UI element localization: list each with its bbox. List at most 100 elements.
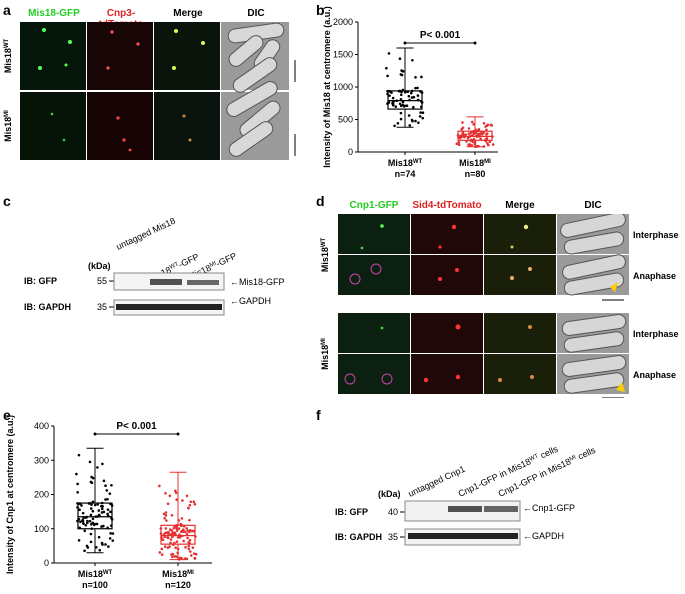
data-point xyxy=(89,507,93,510)
data-point xyxy=(189,500,193,504)
data-point xyxy=(82,522,85,525)
data-point xyxy=(89,480,93,484)
data-point xyxy=(92,523,96,527)
data-point xyxy=(174,491,178,495)
y-tick-label: 0 xyxy=(44,558,49,568)
data-point xyxy=(412,105,415,109)
data-point xyxy=(187,506,190,510)
data-point xyxy=(101,462,104,466)
data-point xyxy=(96,503,100,506)
data-point xyxy=(104,484,107,488)
data-point xyxy=(102,479,106,483)
data-point xyxy=(188,518,191,522)
ib-gfp-label-f: IB: GFP xyxy=(335,507,368,517)
col-header-mis18-gfp: Mis18-GFP xyxy=(28,8,80,19)
data-point xyxy=(96,466,99,469)
y-tick-label: 0 xyxy=(348,147,353,157)
data-point xyxy=(177,527,181,530)
x-tick-label: Mis18MI xyxy=(162,569,194,579)
data-point xyxy=(76,490,79,494)
panel-e-boxplot: 0 100 200 300 400 Intensity of Cnp1 at centro… xyxy=(5,415,212,590)
data-point xyxy=(104,543,107,546)
band-label-mis18-gfp: ←Mis18-GFP xyxy=(230,277,285,287)
panel-a-label: a xyxy=(3,2,11,18)
data-point xyxy=(77,539,81,542)
data-point xyxy=(106,497,109,501)
data-point xyxy=(188,503,192,507)
phase-label-mi-interphase: Interphase xyxy=(633,329,679,339)
data-point xyxy=(457,141,461,144)
data-point xyxy=(190,554,193,557)
kda-label-f: (kDa) xyxy=(378,489,401,499)
data-point xyxy=(104,498,107,501)
marker-55: 55 xyxy=(97,276,107,286)
panel-e-label: e xyxy=(3,407,11,423)
data-point xyxy=(95,522,99,526)
p-value-label: P< 0.001 xyxy=(420,30,461,41)
data-point xyxy=(79,520,82,524)
panel-d-micrographs: Mis18WT Mis18MI Interphase Anaphase Inte… xyxy=(320,214,679,398)
micrograph-mis18mi-gfp xyxy=(20,92,86,160)
y-tick-label: 500 xyxy=(338,115,353,125)
data-point xyxy=(171,555,174,559)
ib-gfp-label: IB: GFP xyxy=(24,276,57,286)
data-point xyxy=(110,483,113,487)
data-point xyxy=(487,143,490,147)
data-point xyxy=(100,525,103,528)
data-point xyxy=(160,553,164,556)
data-point xyxy=(187,547,191,551)
data-point xyxy=(420,75,423,79)
data-point xyxy=(89,513,93,517)
data-point xyxy=(95,545,98,549)
data-point xyxy=(391,101,395,104)
data-point xyxy=(386,74,389,78)
data-point xyxy=(417,121,420,124)
data-point xyxy=(169,538,173,541)
data-point xyxy=(97,509,101,512)
data-point xyxy=(83,549,86,553)
data-point xyxy=(393,124,396,128)
data-point xyxy=(78,508,81,512)
data-point xyxy=(399,117,403,121)
data-point xyxy=(416,86,419,90)
data-point xyxy=(102,510,106,514)
data-point xyxy=(101,543,104,546)
panel-d-label: d xyxy=(316,193,325,209)
data-point xyxy=(86,519,89,523)
data-point xyxy=(414,119,417,123)
data-point xyxy=(193,556,197,560)
data-point xyxy=(416,94,420,97)
data-point xyxy=(170,513,174,517)
data-point xyxy=(178,536,182,539)
data-point xyxy=(480,132,484,136)
ib-gapdh-label-f: IB: GAPDH xyxy=(335,532,382,542)
y-tick-label: 200 xyxy=(34,490,49,500)
data-point xyxy=(421,111,425,115)
data-point xyxy=(398,57,402,60)
data-point xyxy=(485,128,488,132)
data-point xyxy=(421,116,425,120)
box xyxy=(160,524,196,545)
band-label-cnp1-gfp: ←Cnp1-GFP xyxy=(523,503,575,513)
panel-d-row-label-mi: Mis18MI xyxy=(320,338,330,370)
data-point xyxy=(166,531,169,534)
data-point xyxy=(471,140,475,144)
phase-label-wt-interphase: Interphase xyxy=(633,230,679,240)
col-header-dic: DIC xyxy=(247,8,265,19)
data-point xyxy=(107,545,110,548)
data-point xyxy=(172,526,176,530)
data-point xyxy=(183,530,187,534)
data-point xyxy=(408,124,412,127)
data-point xyxy=(173,489,177,493)
col-header-dic-d: DIC xyxy=(584,200,602,211)
n-label: n=80 xyxy=(465,169,486,179)
data-point xyxy=(108,492,112,495)
data-point xyxy=(185,527,188,530)
data-point xyxy=(165,519,168,522)
data-point xyxy=(181,528,185,531)
data-point xyxy=(472,122,475,126)
panel-d-column-headers: Cnp1-GFP Sid4-tdTomato Merge DIC xyxy=(338,200,638,214)
panel-a-row-label-mi: Mis18MI xyxy=(3,110,13,142)
data-point xyxy=(479,137,482,141)
data-point xyxy=(108,537,112,540)
